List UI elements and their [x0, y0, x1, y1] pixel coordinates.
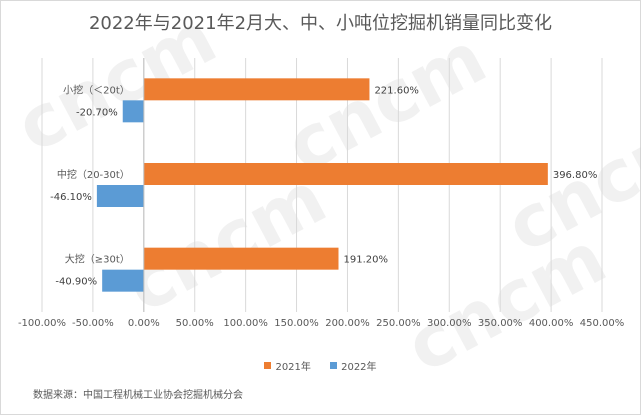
x-tick-label: 450.00% [580, 318, 625, 329]
x-tick-label: 0.00% [128, 318, 160, 329]
data-label: -46.10% [50, 192, 92, 203]
data-label: 221.60% [374, 85, 419, 96]
x-tick-label: 400.00% [529, 318, 574, 329]
chart-title: 2022年与2021年2月大、中、小吨位挖掘机销量同比变化 [88, 13, 553, 34]
bar-2022年 [102, 269, 144, 292]
x-tick-label: -50.00% [72, 318, 114, 329]
data-label: 396.80% [553, 170, 598, 181]
bar-2021年 [143, 163, 548, 185]
x-tick-label: 250.00% [376, 318, 421, 329]
x-tick-label: 50.00% [176, 318, 214, 329]
legend: 2021年 2022年 [0, 358, 641, 373]
x-tick-label: 100.00% [223, 318, 268, 329]
bar-2021年 [143, 78, 370, 101]
data-label: 191.20% [343, 255, 388, 266]
bar-2022年 [122, 100, 144, 123]
category-label: 小挖（＜20t） [63, 83, 130, 96]
bar-2022年 [96, 185, 144, 207]
data-label: -20.70% [76, 107, 118, 118]
legend-swatch-2022 [330, 362, 338, 369]
source-note: 数据来源：中国工程机械工业协会挖掘机械分会 [33, 390, 243, 401]
category-label: 大挖（≥30t） [65, 253, 130, 266]
bar-2021年 [143, 247, 339, 270]
x-tick-label: -100.00% [18, 318, 66, 329]
legend-swatch-2021 [264, 362, 272, 369]
legend-item-2022: 2022年 [330, 358, 377, 373]
x-tick-label: 350.00% [478, 318, 523, 329]
x-tick-label: 200.00% [325, 318, 370, 329]
data-label: -40.90% [55, 277, 97, 288]
legend-label-2022: 2022年 [341, 362, 377, 373]
legend-label-2021: 2021年 [275, 362, 311, 373]
category-label: 中挖（20-30t） [57, 168, 130, 181]
x-tick-label: 300.00% [427, 318, 472, 329]
x-tick-label: 150.00% [274, 318, 319, 329]
legend-item-2021: 2021年 [264, 358, 311, 373]
